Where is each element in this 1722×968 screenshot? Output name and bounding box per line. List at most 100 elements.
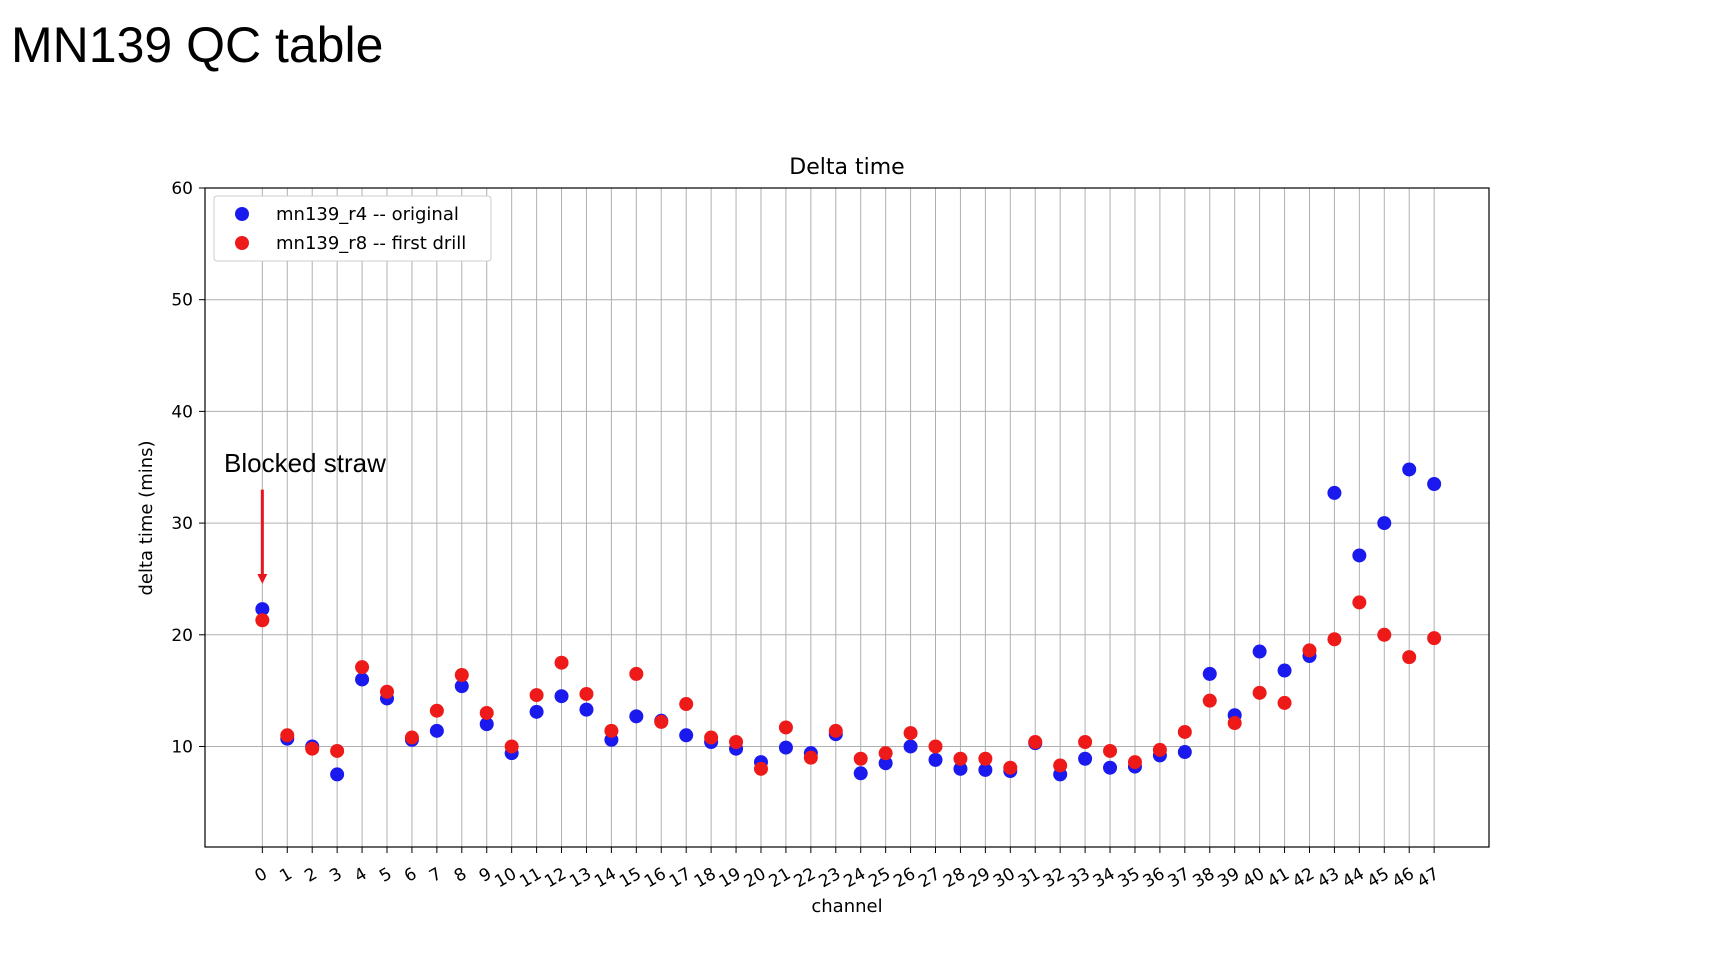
- data-point-series-1: [1427, 631, 1442, 646]
- x-tick-label: 41: [1264, 864, 1293, 892]
- data-point-series-1: [1103, 743, 1118, 758]
- x-tick-label: 39: [1214, 864, 1243, 892]
- x-tick-label: 34: [1090, 864, 1119, 892]
- data-point-series-0: [853, 766, 868, 781]
- data-point-series-0: [454, 679, 469, 694]
- data-point-series-0: [1078, 751, 1093, 766]
- x-tick-label: 24: [840, 864, 869, 892]
- x-tick-label: 32: [1040, 864, 1069, 892]
- x-tick-label: 18: [691, 864, 720, 892]
- x-tick-label: 5: [376, 864, 395, 887]
- x-tick-label: 40: [1239, 864, 1268, 892]
- data-point-series-0: [529, 704, 544, 719]
- y-tick-label: 30: [171, 514, 193, 534]
- data-point-series-1: [305, 741, 320, 756]
- data-point-series-0: [903, 739, 918, 754]
- legend: mn139_r4 -- original mn139_r8 -- first d…: [213, 195, 492, 262]
- x-tick-label: 2: [301, 864, 320, 887]
- x-tick-label: 14: [591, 864, 620, 892]
- data-point-series-0: [1277, 663, 1292, 678]
- data-point-series-0: [679, 728, 694, 743]
- data-point-series-1: [803, 750, 818, 765]
- data-point-series-1: [355, 660, 370, 675]
- data-point-series-1: [280, 728, 295, 743]
- x-tick-label: 13: [566, 864, 595, 892]
- data-point-series-1: [828, 723, 843, 738]
- x-tick-label: 42: [1289, 864, 1318, 892]
- x-tick-label: 29: [965, 864, 994, 892]
- legend-marker-series-0: [235, 207, 249, 221]
- data-point-series-1: [1302, 643, 1317, 658]
- x-tick-label: 35: [1115, 864, 1144, 892]
- data-point-series-1: [878, 746, 893, 761]
- legend-marker-series-1: [235, 236, 249, 250]
- x-axis-label: channel: [811, 896, 882, 917]
- data-point-series-1: [330, 743, 345, 758]
- data-point-series-1: [454, 667, 469, 682]
- y-tick-label: 50: [171, 291, 193, 311]
- x-tick-label: 37: [1165, 864, 1194, 892]
- x-tick-label: 28: [940, 864, 969, 892]
- y-tick-label: 20: [171, 626, 193, 646]
- data-point-series-1: [679, 697, 694, 712]
- data-point-series-1: [1202, 693, 1217, 708]
- data-point-series-0: [1202, 666, 1217, 681]
- data-point-series-0: [928, 752, 943, 767]
- y-tick-label: 10: [171, 737, 193, 757]
- data-point-series-0: [1402, 462, 1417, 477]
- data-point-series-1: [978, 751, 993, 766]
- annotation-text: Blocked straw: [224, 448, 386, 478]
- data-point-series-1: [529, 688, 544, 703]
- x-tick-label: 25: [865, 864, 894, 892]
- data-point-series-0: [1377, 516, 1392, 531]
- data-point-series-1: [928, 739, 943, 754]
- data-point-series-1: [380, 684, 395, 699]
- data-points: [255, 462, 1442, 782]
- data-point-series-1: [1277, 695, 1292, 710]
- data-point-series-0: [330, 767, 345, 782]
- legend-label-series-1: mn139_r8 -- first drill: [276, 233, 466, 254]
- x-axis-ticks: 0 1 2 3 4 5 6 7 8 9101112131415161718192021222324…: [251, 847, 1443, 892]
- data-point-series-1: [1402, 650, 1417, 665]
- data-point-series-0: [1352, 548, 1367, 563]
- x-tick-label: 11: [516, 864, 545, 892]
- data-point-series-0: [554, 689, 569, 704]
- x-tick-label: 31: [1015, 864, 1044, 892]
- data-point-series-1: [255, 613, 270, 628]
- data-point-series-1: [1252, 685, 1267, 700]
- x-tick-label: 21: [766, 864, 795, 892]
- x-tick-label: 30: [990, 864, 1019, 892]
- data-point-series-0: [429, 723, 444, 738]
- x-tick-label: 7: [426, 864, 445, 887]
- y-axis-ticks: 10 20 30 40 50 60: [171, 179, 205, 757]
- data-point-series-0: [1427, 476, 1442, 491]
- data-point-series-1: [629, 666, 644, 681]
- data-point-series-1: [953, 751, 968, 766]
- x-tick-label: 12: [541, 864, 570, 892]
- x-tick-label: 10: [491, 864, 520, 892]
- data-point-series-1: [853, 751, 868, 766]
- data-point-series-1: [479, 705, 494, 720]
- data-point-series-0: [778, 740, 793, 755]
- x-tick-label: 19: [716, 864, 745, 892]
- x-tick-label: 4: [351, 864, 370, 887]
- x-tick-label: 33: [1065, 864, 1094, 892]
- x-tick-label: 20: [741, 864, 770, 892]
- x-tick-label: 15: [616, 864, 645, 892]
- x-tick-label: 16: [641, 864, 670, 892]
- data-point-series-1: [1377, 627, 1392, 642]
- data-point-series-1: [404, 730, 419, 745]
- x-tick-label: 44: [1339, 864, 1368, 892]
- data-point-series-1: [554, 655, 569, 670]
- data-point-series-1: [704, 730, 719, 745]
- data-point-series-1: [1152, 742, 1167, 757]
- x-tick-label: 43: [1314, 864, 1343, 892]
- data-point-series-1: [1327, 632, 1342, 647]
- x-tick-label: 17: [666, 864, 695, 892]
- x-tick-label: 8: [451, 864, 470, 887]
- y-axis-label: delta time (mins): [136, 440, 157, 595]
- x-tick-label: 1: [276, 864, 295, 887]
- x-tick-label: 45: [1364, 864, 1393, 892]
- data-point-series-0: [1327, 485, 1342, 500]
